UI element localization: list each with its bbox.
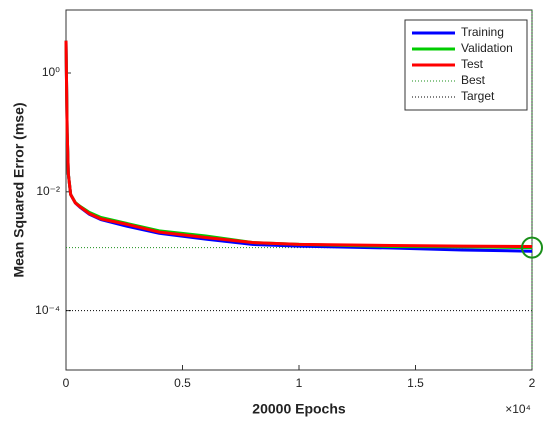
x-axis-label: 20000 Epochs [252,401,346,417]
series-line [64,40,533,248]
best-marker [521,236,543,259]
y-tick-label: 10⁻² [36,184,60,198]
legend-label: Training [461,25,504,39]
legend-label: Best [461,73,486,87]
x-tick-label: 0 [63,376,70,390]
y-axis-label: Mean Squared Error (mse) [11,102,27,277]
x-tick-label: 0.5 [174,376,191,390]
x-tick-label: 1.5 [407,376,424,390]
x-tick-label: 2 [529,376,536,390]
legend-label: Test [461,57,484,71]
legend-label: Target [461,89,495,103]
legend-label: Validation [461,41,513,55]
y-tick-label: 10⁰ [42,65,60,79]
x-tick-label: 1 [296,376,303,390]
x-multiplier: ×10⁴ [505,402,531,416]
y-tick-label: 10⁻⁴ [35,303,60,317]
